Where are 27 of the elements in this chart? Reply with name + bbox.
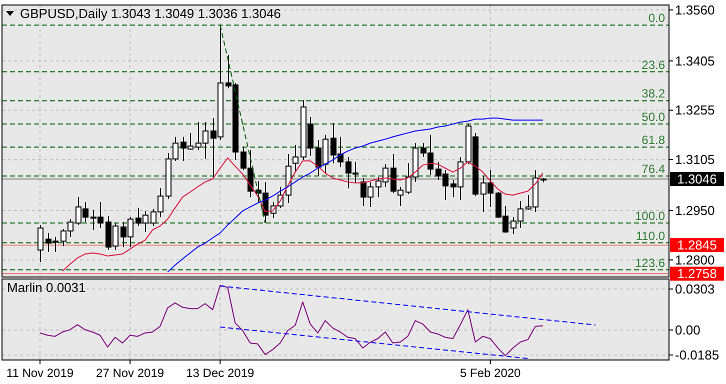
annotation: 38.2 xyxy=(642,86,666,101)
ref-line-label: 1.2845 xyxy=(677,238,717,253)
y-tick-label: 1.3560 xyxy=(675,2,715,18)
annotation: 0.0 xyxy=(648,11,666,26)
chart-title: GBPUSD,Daily 1.3043 1.3049 1.3036 1.3046 xyxy=(20,6,281,21)
y-tick-label: 1.3255 xyxy=(675,102,715,118)
y-tick-label: 0.0303 xyxy=(675,282,715,297)
ref-line-label: 1.3046 xyxy=(677,171,717,186)
y-tick-label: -0.0185 xyxy=(675,347,720,362)
annotation: 50.0 xyxy=(642,110,666,124)
y-tick-label: 0.00 xyxy=(675,322,700,338)
x-tick-label: 13 Dec 2019 xyxy=(186,366,254,380)
annotation: 61.8 xyxy=(642,133,666,148)
x-tick-label: 5 Feb 2020 xyxy=(460,366,522,380)
x-tick-label: 11 Nov 2019 xyxy=(6,366,74,380)
annotation: 76.4 xyxy=(642,162,666,176)
y-tick-label: 1.3105 xyxy=(675,152,715,168)
x-tick-label: 27 Nov 2019 xyxy=(96,366,164,380)
chart-title: Marlin 0.0031 xyxy=(7,280,86,295)
y-tick-label: 1.2950 xyxy=(675,203,715,218)
ref-line-label: 1.2758 xyxy=(677,266,717,282)
annotation: 123.6 xyxy=(634,256,666,270)
y-tick-label: 1.3405 xyxy=(675,53,715,68)
y-tick-label: 1.2800 xyxy=(675,252,715,268)
annotation: 100.0 xyxy=(634,209,666,224)
annotation: 23.6 xyxy=(642,58,666,72)
annotation: 110.0 xyxy=(636,228,666,243)
